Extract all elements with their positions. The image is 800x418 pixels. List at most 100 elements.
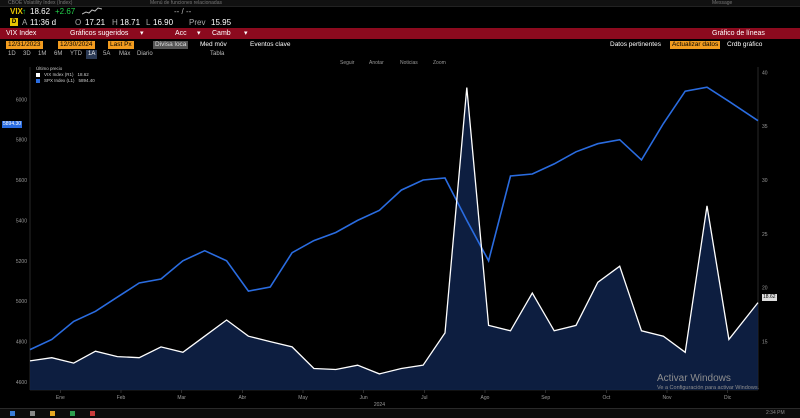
table-button[interactable]: Tabla — [210, 51, 225, 57]
range-1m[interactable]: 1M — [38, 51, 47, 57]
bid-ask: -- / -- — [174, 7, 192, 16]
chart-settings-bar: 12/31/2023 12/30/2024 Last Px Divisa loc… — [0, 40, 800, 50]
range-bar: 1D 3D 1M 6M YTD 1A 5A Máx Diario Tabla — [0, 50, 800, 59]
right-tick-label: 40 — [762, 70, 768, 76]
x-tick-label: Oct — [602, 395, 610, 401]
quote-flag-icon[interactable]: D — [10, 18, 18, 26]
x-year-label: 2024 — [374, 402, 385, 408]
window-title-right[interactable]: Message — [712, 0, 733, 6]
x-tick-label: Jun — [360, 395, 368, 401]
last-price: 18.62 — [30, 7, 51, 16]
open-price: 17.21 — [85, 18, 106, 27]
left-tick-label: 4600 — [16, 380, 27, 386]
price-chart[interactable]: 4600 4800 5000 5200 5400 5600 5800 6000 15 20 25 3… — [0, 65, 800, 408]
range-3d[interactable]: 3D — [23, 51, 31, 57]
relevant-data-button[interactable]: Datos pertinentes — [610, 41, 661, 48]
x-tick-label: Abr — [238, 395, 246, 401]
date-from-input[interactable]: 12/31/2023 — [6, 41, 43, 49]
excel-icon[interactable] — [70, 411, 75, 416]
security-name[interactable]: VIX Index — [6, 30, 37, 37]
x-tick-label: May — [298, 395, 308, 401]
window-title-mid[interactable]: Menú de funciones relacionadas — [150, 0, 222, 6]
right-tick-label: 35 — [762, 124, 768, 130]
legend-header: Último precio — [36, 66, 63, 71]
right-tick-label: 20 — [762, 286, 768, 292]
x-tick-label: Feb — [117, 395, 126, 401]
range-1a[interactable]: 1A — [86, 50, 98, 59]
x-tick-label: Nov — [663, 395, 672, 401]
left-tick-label: 5200 — [16, 259, 27, 265]
x-tick-label: Sep — [541, 395, 550, 401]
quote-detail-row: D A 11:36 d O 17.21 H 18.71 L 16.90 Prev… — [10, 18, 232, 27]
x-tick-label: Mar — [177, 395, 186, 401]
currency-select[interactable]: Divisa loca — [153, 41, 189, 49]
window-title-left: CBOE Volatility Index (Index) — [8, 0, 73, 6]
vix-area — [30, 87, 758, 390]
range-max[interactable]: Máx — [119, 51, 131, 57]
vix-line — [29, 87, 759, 375]
right-tick-label: 30 — [762, 178, 768, 184]
chevron-down-icon: ▾ — [197, 30, 201, 37]
legend-swatch — [36, 73, 40, 77]
legend-item-vix[interactable]: VIX Index (R1) 18.62 — [36, 72, 95, 78]
range-5a[interactable]: 5A — [103, 51, 111, 57]
update-data-button[interactable]: Actualizar datos — [670, 41, 721, 49]
prev-close: 15.95 — [211, 18, 232, 27]
spx-line — [29, 86, 759, 351]
left-tick-label: 6000 — [16, 97, 27, 103]
vix-last-tag: 18.62 — [762, 294, 777, 301]
windows-activation-watermark: Activar Windows Ve a Configuración para … — [657, 373, 760, 391]
field-select[interactable]: Last Px — [108, 41, 134, 49]
legend-swatch — [36, 79, 40, 83]
high-price: 18.71 — [120, 18, 141, 27]
taskbar: 2:34 PM — [0, 408, 800, 418]
x-tick-label: Dic — [724, 395, 732, 401]
range-1d[interactable]: 1D — [8, 51, 16, 57]
right-tick-label: 15 — [762, 340, 768, 346]
tool-follow[interactable]: Seguir — [340, 60, 355, 66]
right-tick-label: 25 — [762, 232, 768, 238]
x-tick-label: Jul — [421, 395, 427, 401]
left-tick-label: 4800 — [16, 340, 27, 346]
chart-tools: Seguir Anotar Noticias Zoom — [0, 59, 800, 68]
moving-average-toggle[interactable]: Med móv — [200, 41, 227, 48]
range-6m[interactable]: 6M — [54, 51, 63, 57]
spx-last-tag: 5894.30 — [2, 121, 23, 128]
create-chart-button[interactable]: Crdb gráfico — [727, 41, 763, 48]
menu-changes[interactable]: Camb — [212, 30, 231, 37]
key-events-toggle[interactable]: Eventos clave — [250, 41, 291, 48]
frequency-select[interactable]: Diario — [137, 51, 153, 57]
menu-suggested-charts[interactable]: Gráficos sugeridos — [70, 30, 129, 37]
x-tick-label: Ene — [56, 395, 65, 401]
chart-legend: Último precio VIX Index (R1) 18.62 SPX I… — [36, 66, 95, 84]
folder-icon[interactable] — [50, 411, 55, 416]
price-change: +2.67 — [55, 7, 76, 16]
function-bar: VIX Index Gráficos sugeridos ▾ Acc ▾ Cam… — [0, 28, 800, 39]
chevron-down-icon: ▾ — [244, 30, 248, 37]
legend-item-spx[interactable]: SPX Index (L1) 5894.40 — [36, 78, 95, 84]
low-price: 16.90 — [153, 18, 174, 27]
x-tick-label: Ago — [481, 395, 490, 401]
menu-actions[interactable]: Acc — [175, 30, 187, 37]
tool-annotate[interactable]: Anotar — [369, 60, 384, 66]
left-tick-label: 5000 — [16, 299, 27, 305]
date-to-input[interactable]: 12/30/2024 — [58, 41, 95, 49]
tool-zoom[interactable]: Zoom — [433, 60, 446, 66]
range-ytd[interactable]: YTD — [70, 51, 82, 57]
terminal-icon[interactable] — [90, 411, 95, 416]
chart-type-label: Gráfico de líneas — [712, 30, 765, 37]
up-arrow-icon: ↑ — [22, 7, 26, 16]
ticker: VIX — [10, 7, 23, 16]
sparkline-icon — [81, 7, 103, 18]
left-tick-label: 5800 — [16, 138, 27, 144]
left-tick-label: 5400 — [16, 218, 27, 224]
start-icon[interactable] — [10, 411, 15, 416]
window-title-strip: CBOE Volatility Index (Index) Menú de fu… — [0, 0, 800, 7]
clock: 2:34 PM — [766, 410, 785, 416]
tool-news[interactable]: Noticias — [400, 60, 418, 66]
quote-row: VIX ↑ 18.62 +2.67 -- / -- — [0, 7, 800, 17]
quote-time: 11:36 d — [30, 18, 57, 27]
search-icon[interactable] — [30, 411, 35, 416]
left-tick-label: 5600 — [16, 178, 27, 184]
chevron-down-icon: ▾ — [140, 30, 144, 37]
